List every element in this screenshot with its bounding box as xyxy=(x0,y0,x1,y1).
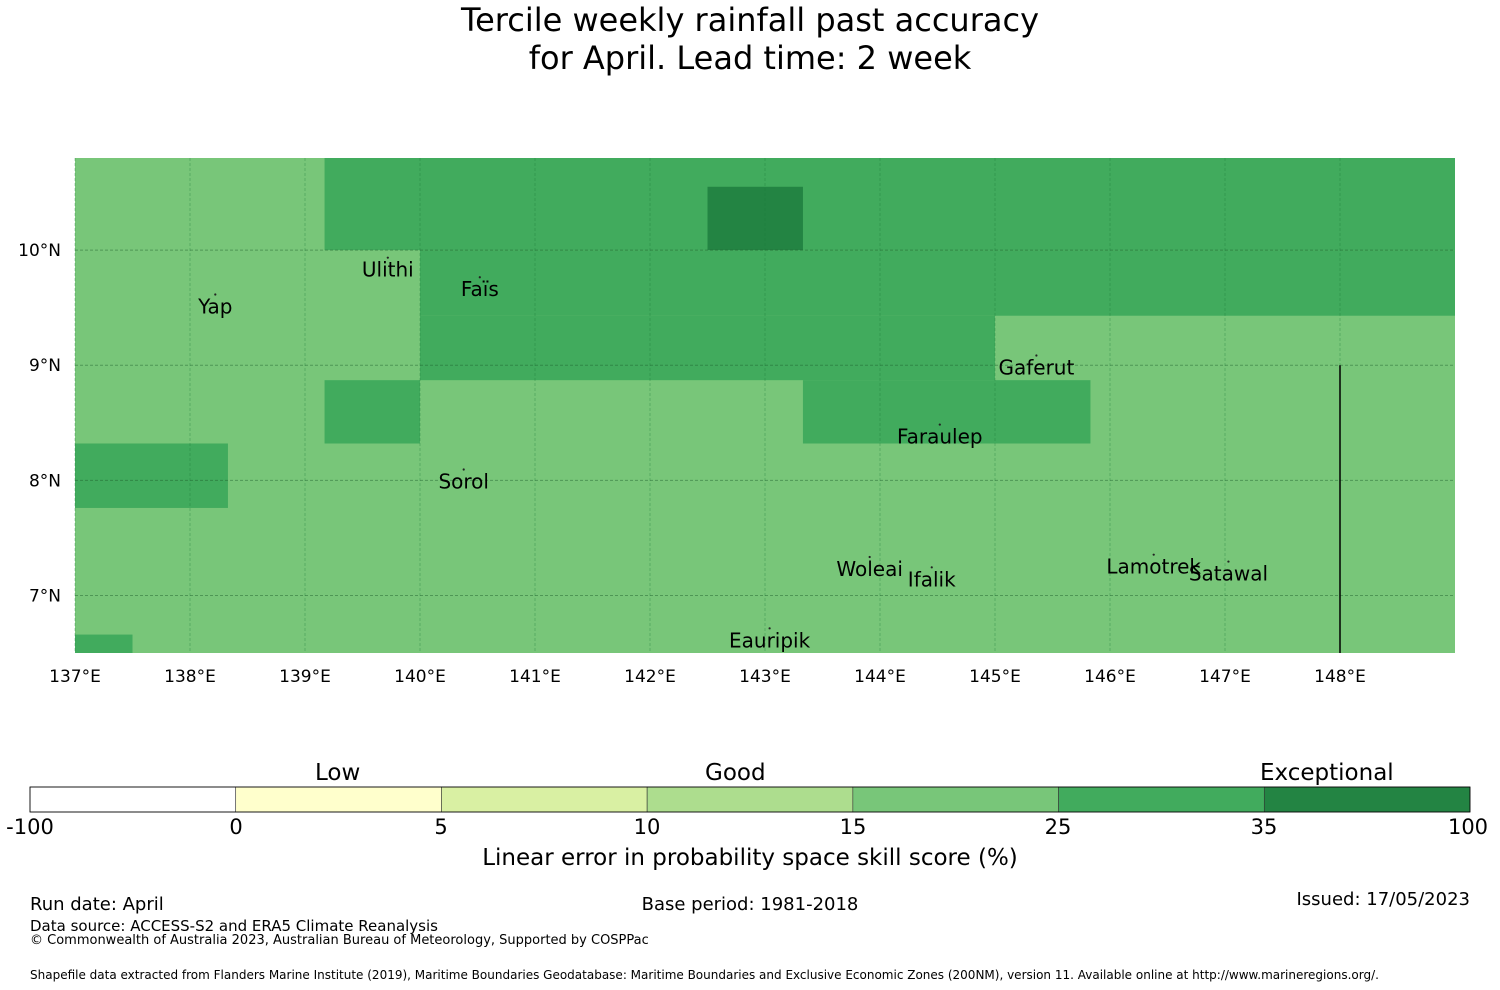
category-label-good: Good xyxy=(705,760,766,786)
lon-tick-label: 139°E xyxy=(279,667,331,687)
chart-title-line-2: for April. Lead time: 2 week xyxy=(528,39,972,77)
place-label: Sorol xyxy=(438,469,489,493)
lon-tick-label: 145°E xyxy=(969,667,1021,687)
lat-tick-label: 10°N xyxy=(18,241,61,261)
lon-tick-label: 144°E xyxy=(854,667,906,687)
colorbar-tick-label: 35 xyxy=(1250,815,1278,839)
island-marker xyxy=(214,293,217,296)
colorbar-tick-label: 15 xyxy=(839,815,867,839)
colorbar-tick-label: 5 xyxy=(434,815,448,839)
place-label: Ulithi xyxy=(362,258,414,282)
run-date: Run date: April xyxy=(30,894,164,915)
lon-tick-label: 143°E xyxy=(739,667,791,687)
skill-region xyxy=(75,634,133,653)
colorbar-bin xyxy=(235,786,442,813)
map-plot-area: 137°E 138°E 139°E 140°E 141°E 142°E 143°E 144°E… xyxy=(18,158,1455,687)
place-label: Satawal xyxy=(1189,562,1268,586)
colorbar-tick-label: -100 xyxy=(6,815,54,839)
place-label: Ifalik xyxy=(908,567,956,591)
island-marker xyxy=(1152,553,1155,556)
category-label-exceptional: Exceptional xyxy=(1260,760,1394,786)
colorbar-axis-label: Linear error in probability space skill … xyxy=(482,845,1018,871)
island-marker xyxy=(938,423,941,426)
skill-region xyxy=(324,380,420,444)
colorbar-tick-label: 100 xyxy=(1447,815,1489,839)
skill-region xyxy=(420,315,995,381)
lon-tick-label: 137°E xyxy=(49,667,101,687)
colorbar-bin xyxy=(1058,786,1265,813)
skill-region xyxy=(707,186,803,251)
lon-tick-label: 147°E xyxy=(1199,667,1251,687)
lon-tick-label: 138°E xyxy=(164,667,216,687)
lat-tick-label: 9°N xyxy=(29,356,61,376)
lon-tick-label: 142°E xyxy=(624,667,676,687)
island-marker xyxy=(768,627,771,630)
issued-date: Issued: 17/05/2023 xyxy=(1296,889,1470,910)
category-label-low: Low xyxy=(315,760,361,786)
colorbar-tick-label: 25 xyxy=(1044,815,1072,839)
colorbar-tick-label: 10 xyxy=(633,815,661,839)
island-marker xyxy=(386,256,389,259)
island-marker xyxy=(478,276,481,279)
lat-tick-label: 7°N xyxy=(29,586,61,606)
island-marker xyxy=(868,555,871,559)
island-marker xyxy=(1035,354,1038,357)
lon-tick-label: 146°E xyxy=(1084,667,1136,687)
place-label: Woleai xyxy=(836,557,903,581)
data-source: Data source: ACCESS-S2 and ERA5 Climate … xyxy=(30,917,438,935)
lon-tick-label: 141°E xyxy=(509,667,561,687)
lat-tick-label: 8°N xyxy=(29,471,61,491)
skill-region xyxy=(324,158,1455,251)
colorbar-bin xyxy=(646,786,854,813)
colorbar-outline xyxy=(29,786,1471,813)
chart-title-line-1: Tercile weekly rainfall past accuracy xyxy=(460,1,1039,39)
copyright-notice: © Commonwealth of Australia 2023, Austra… xyxy=(30,933,649,948)
lon-tick-label: 148°E xyxy=(1314,667,1366,687)
island-marker xyxy=(462,468,465,471)
colorbar-tick-label: 0 xyxy=(229,815,243,839)
base-period: Base period: 1981-2018 xyxy=(641,894,859,915)
place-label: Faraulep xyxy=(897,425,983,449)
lon-tick-label: 140°E xyxy=(394,667,446,687)
skill-region xyxy=(802,380,1091,444)
island-marker xyxy=(930,566,933,569)
colorbar-bin xyxy=(1263,786,1471,813)
island-marker xyxy=(1227,560,1230,563)
colorbar-bin xyxy=(441,786,648,813)
place-label: Yap xyxy=(197,295,232,319)
place-label: Lamotrek xyxy=(1106,555,1201,579)
colorbar xyxy=(29,786,1471,813)
shapefile-credit: Shapefile data extracted from Flanders M… xyxy=(30,968,1379,982)
skill-region xyxy=(420,250,1455,316)
colorbar-bin xyxy=(29,786,237,813)
place-label: Gaferut xyxy=(998,356,1074,380)
place-label: Faïs xyxy=(461,277,499,301)
place-label: Eauripik xyxy=(729,628,811,652)
colorbar-bin xyxy=(852,786,1059,813)
skill-region xyxy=(75,443,228,508)
